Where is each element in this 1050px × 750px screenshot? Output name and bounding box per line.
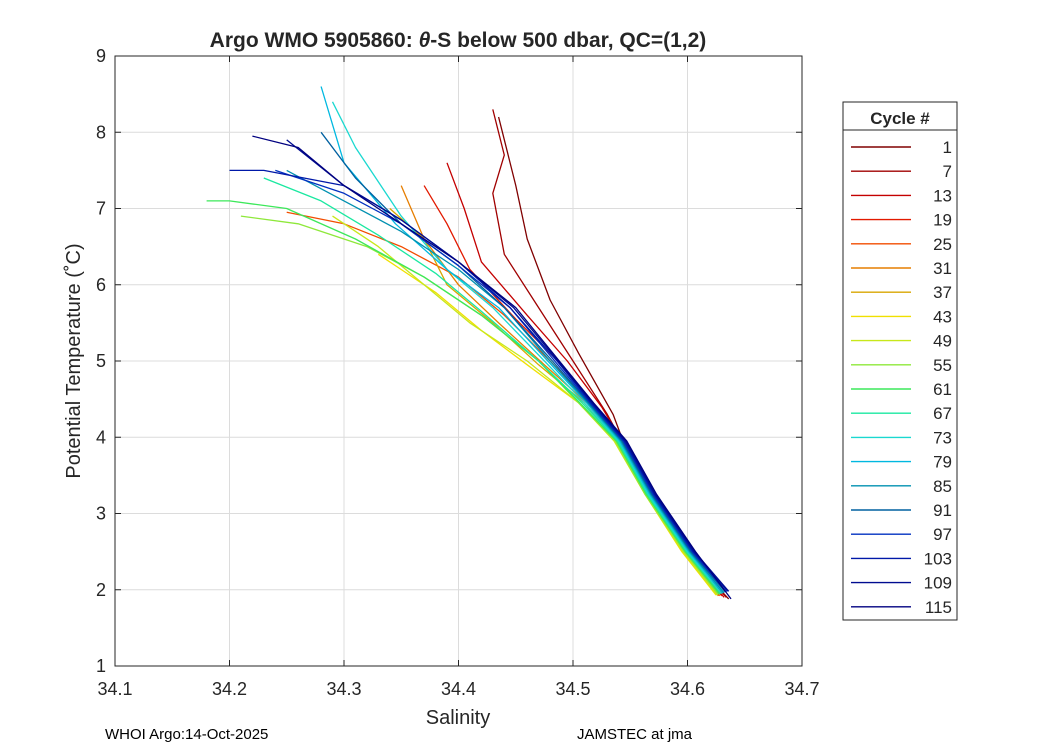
legend-title: Cycle # (870, 109, 930, 128)
legend-label: 97 (933, 525, 952, 544)
series-line-cycle-73 (331, 101, 723, 595)
x-tick-label: 34.3 (326, 679, 361, 699)
grid (114, 55, 803, 667)
x-axis-label: Salinity (426, 707, 490, 729)
series-line-cycle-97 (275, 169, 727, 593)
legend-entry-55: 55 (851, 356, 952, 375)
legend-entries: 1 7 13 19 25 31 37 43 49 55 61 67 73 79 85 91 97 103 109 11… (851, 138, 952, 617)
legend-entry-79: 79 (851, 453, 952, 472)
axis-ticks: 34.1 34.2 34.3 34.4 34.5 34.6 34.7 1 2 3 4 5 6 7 8 9 (96, 46, 820, 699)
series-line-cycle-25 (286, 211, 721, 597)
series-line-cycle-79 (320, 86, 724, 594)
legend-label: 25 (933, 235, 952, 254)
series-line-cycle-67 (263, 177, 722, 595)
legend-entry-37: 37 (851, 283, 952, 302)
footer-right: JAMSTEC at jma (577, 726, 693, 743)
y-tick-label: 6 (96, 275, 106, 295)
legend-label: 79 (933, 453, 952, 472)
legend-entry-7: 7 (851, 162, 952, 181)
x-tick-label: 34.6 (670, 679, 705, 699)
legend-label: 85 (933, 477, 952, 496)
legend-label: 43 (933, 307, 952, 326)
legend-label: 1 (943, 138, 952, 157)
legend-label: 115 (925, 598, 952, 617)
title-prefix: Argo WMO 5905860: (210, 29, 419, 52)
series-line-cycle-49 (332, 215, 718, 596)
legend-entry-103: 103 (851, 549, 952, 568)
x-tick-label: 34.2 (212, 679, 247, 699)
x-tick-label: 34.4 (441, 679, 476, 699)
y-tick-label: 5 (96, 351, 106, 371)
series-line-cycle-61 (206, 200, 721, 595)
legend-entry-61: 61 (851, 380, 952, 399)
series-line-cycle-1 (497, 116, 730, 600)
legend-entry-13: 13 (851, 186, 952, 205)
series-line-cycle-43 (377, 253, 717, 596)
y-tick-label: 4 (96, 427, 106, 447)
legend-label: 103 (924, 549, 952, 568)
legend-label: 13 (933, 186, 952, 205)
legend-entry-25: 25 (851, 235, 952, 254)
y-tick-label: 1 (96, 656, 106, 676)
plot-lines (206, 86, 732, 600)
legend-entry-67: 67 (851, 404, 952, 423)
series-line-cycle-115 (252, 135, 732, 600)
legend-entry-43: 43 (851, 307, 952, 326)
x-tick-label: 34.1 (97, 679, 132, 699)
legend-entry-19: 19 (851, 211, 952, 230)
series-line-cycle-91 (320, 131, 726, 593)
legend-label: 31 (933, 259, 952, 278)
legend-entry-109: 109 (851, 574, 952, 593)
series-line-cycle-7 (492, 109, 727, 598)
legend-entry-1: 1 (851, 138, 952, 157)
y-tick-label: 7 (96, 199, 106, 219)
legend-label: 7 (943, 162, 952, 181)
y-tick-label: 8 (96, 122, 106, 142)
title-suffix: -S below 500 dbar, QC=(1,2) (430, 29, 706, 52)
y-axis-label: Potential Temperature (˚C) (63, 243, 85, 478)
footer-left: WHOI Argo:14-Oct-2025 (105, 726, 269, 743)
legend-label: 109 (924, 574, 952, 593)
legend-label: 49 (933, 332, 952, 351)
legend-entry-91: 91 (851, 501, 952, 520)
series-line-cycle-109 (286, 139, 730, 592)
legend-entry-115: 115 (851, 598, 952, 617)
legend-entry-85: 85 (851, 477, 952, 496)
legend-label: 61 (933, 380, 952, 399)
chart-title: Argo WMO 5905860: θ-S below 500 dbar, QC… (210, 29, 707, 52)
legend-entry-49: 49 (851, 332, 952, 351)
series-line-cycle-55 (240, 215, 719, 595)
legend-label: 19 (933, 211, 952, 230)
series-line-cycle-85 (286, 169, 725, 594)
legend-entry-73: 73 (851, 428, 952, 447)
x-tick-label: 34.7 (784, 679, 819, 699)
legend-entry-97: 97 (851, 525, 952, 544)
legend-label: 55 (933, 356, 952, 375)
legend-entry-31: 31 (851, 259, 952, 278)
x-tick-label: 34.5 (555, 679, 590, 699)
title-theta: θ (419, 29, 431, 52)
legend-label: 91 (933, 501, 952, 520)
legend-label: 67 (933, 404, 952, 423)
series-line-cycle-103 (229, 169, 729, 592)
legend: Cycle # 1 7 13 19 25 31 37 43 49 55 61 67 73 79 85 91 97… (842, 101, 958, 621)
legend-label: 37 (933, 283, 952, 302)
y-tick-label: 3 (96, 504, 106, 524)
legend-label: 73 (933, 428, 952, 447)
y-tick-label: 9 (96, 46, 106, 66)
y-tick-label: 2 (96, 580, 106, 600)
